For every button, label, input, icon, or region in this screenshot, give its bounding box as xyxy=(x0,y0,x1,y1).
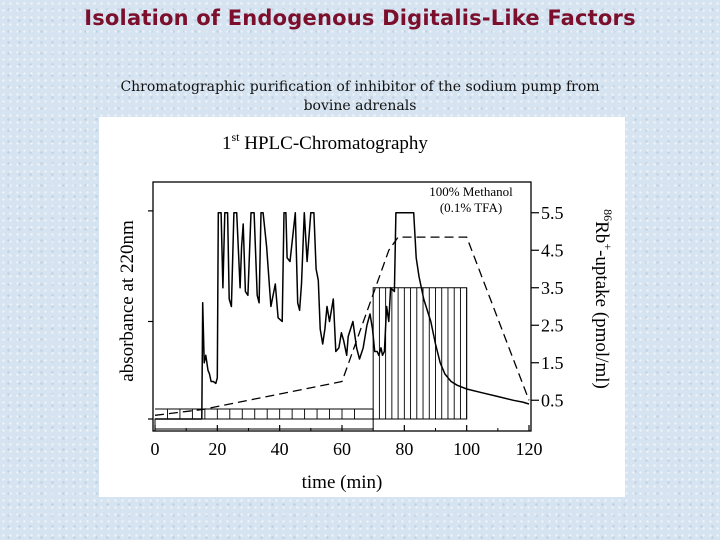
x-tick-label: 40 xyxy=(271,439,289,459)
right-y-tick-label: 2.5 xyxy=(541,315,564,335)
right-y-axis-label-sup: 86 xyxy=(601,209,615,221)
fraction-block xyxy=(154,418,374,430)
right-y-tick-label: 3.5 xyxy=(541,278,564,298)
right-y-tick-label: 4.5 xyxy=(541,240,564,260)
chart-title-superscript: st xyxy=(232,130,241,144)
subtitle-line-1: Chromatographic purification of inhibito… xyxy=(120,79,600,95)
x-tick-label: 80 xyxy=(395,439,413,459)
right-y-axis-label-element: Rb xyxy=(591,221,612,243)
right-y-tick-label: 0.5 xyxy=(541,390,564,410)
right-y-axis-label-rest: -uptake (pmol/ml) xyxy=(591,250,612,389)
x-tick-label: 100 xyxy=(453,439,480,459)
x-axis: 0 20 40 60 80 100 120 xyxy=(151,425,543,459)
chart-title-main: HPLC-Chromatography xyxy=(240,133,429,154)
right-y-axis-label: 86Rb+-uptake (pmol/ml) xyxy=(591,209,615,389)
hplc-chromatogram-chart: 1st HPLC-Chromatography 0 20 40 60 80 100 120 … xyxy=(117,130,615,493)
subtitle-line-2: bovine adrenals xyxy=(303,98,417,114)
methanol-annotation-line-1: 100% Methanol xyxy=(429,184,513,199)
left-y-axis-ticks xyxy=(148,210,153,420)
figure-subtitle: Chromatographic purification of inhibito… xyxy=(80,78,640,116)
x-tick-label: 60 xyxy=(333,439,351,459)
absorbance-series-line xyxy=(155,212,530,420)
right-y-axis-label-charge: + xyxy=(601,243,615,250)
right-y-tick-label: 5.5 xyxy=(541,203,564,223)
right-y-tick-label: 1.5 xyxy=(541,353,564,373)
series-layer xyxy=(154,212,530,420)
chart-title-prefix: 1 xyxy=(222,133,232,154)
x-tick-label: 20 xyxy=(208,439,226,459)
fraction-bars xyxy=(154,287,468,430)
chromatogram-figure: 1st HPLC-Chromatography 0 20 40 60 80 100 120 … xyxy=(99,117,625,497)
slide-title: Isolation of Endogenous Digitalis-Like F… xyxy=(84,6,636,30)
x-tick-label: 0 xyxy=(151,439,160,459)
right-y-axis: 0.5 1.5 2.5 3.5 4.5 5.5 xyxy=(531,203,564,410)
left-y-axis-label: absorbance at 220nm xyxy=(117,220,138,382)
chart-title: 1st HPLC-Chromatography xyxy=(222,130,428,154)
x-tick-label: 120 xyxy=(516,439,543,459)
gradient-series-line xyxy=(154,236,530,416)
x-axis-label: time (min) xyxy=(302,472,383,493)
methanol-annotation-line-2: (0.1% TFA) xyxy=(440,200,502,215)
plot-frame xyxy=(152,181,532,432)
